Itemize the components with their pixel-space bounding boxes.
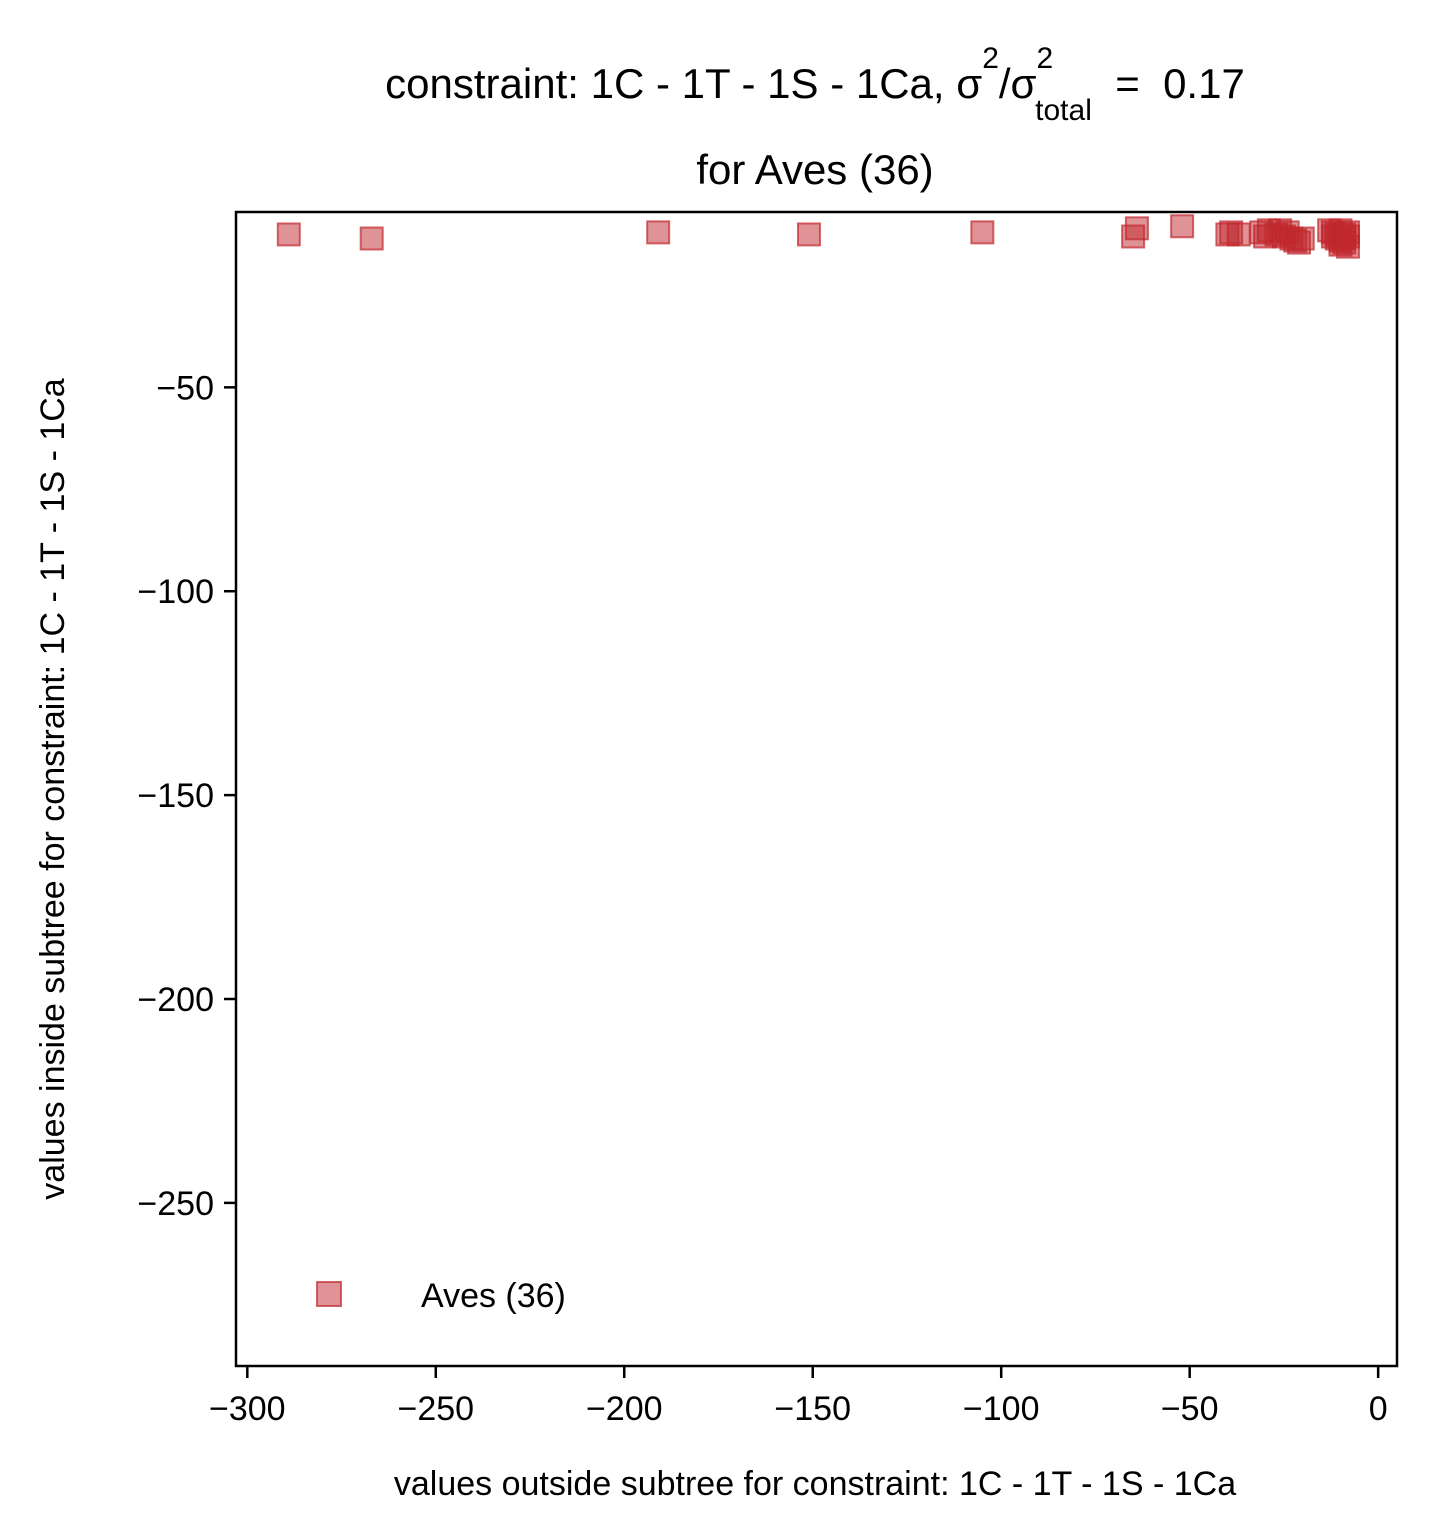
data-point xyxy=(359,226,384,251)
data-point xyxy=(796,222,821,247)
title-mid-text: /σ xyxy=(999,60,1037,107)
y-tick-label: −100 xyxy=(137,573,214,611)
y-tick-label: −200 xyxy=(137,981,214,1019)
x-tick-label: −250 xyxy=(397,1390,474,1428)
data-point xyxy=(276,222,301,247)
x-tick-label: −100 xyxy=(963,1390,1040,1428)
y-axis-label: values inside subtree for constraint: 1C… xyxy=(34,378,72,1200)
title-end-text: = 0.17 xyxy=(1092,60,1245,107)
x-tick-label: −300 xyxy=(209,1390,286,1428)
y-tick-label: −250 xyxy=(137,1185,214,1223)
legend-marker xyxy=(316,1281,342,1307)
title-sup-2: 2 xyxy=(1036,42,1053,75)
chart-title-line1: constraint: 1C - 1T - 1S - 1Ca, σ2/σ2 tot… xyxy=(385,42,1245,127)
data-point xyxy=(970,220,995,245)
data-points xyxy=(276,214,1360,259)
x-tick-label: 0 xyxy=(1369,1390,1388,1428)
legend: Aves (36) xyxy=(316,1277,566,1315)
data-point xyxy=(646,220,671,245)
x-axis-ticks: −300 −250 −200 −150 −100 −50 0 xyxy=(209,1366,1388,1428)
x-axis-label: values outside subtree for constraint: 1… xyxy=(394,1465,1236,1503)
chart-title-line2: for Aves (36) xyxy=(696,146,933,193)
x-tick-label: −50 xyxy=(1161,1390,1219,1428)
data-point xyxy=(1124,216,1149,241)
data-point xyxy=(1226,222,1251,247)
plot-area-frame xyxy=(234,210,1399,1368)
y-tick-label: −50 xyxy=(156,369,214,407)
title-sup-1: 2 xyxy=(982,42,999,75)
y-axis-ticks: −50 −100 −150 −200 −250 xyxy=(137,369,236,1223)
title-main-text: constraint: 1C - 1T - 1S - 1Ca, σ xyxy=(385,60,982,107)
x-tick-label: −200 xyxy=(586,1390,663,1428)
legend-label: Aves (36) xyxy=(421,1277,566,1315)
data-point xyxy=(1290,226,1315,251)
title-sub-total: total xyxy=(1035,94,1092,127)
x-tick-label: −150 xyxy=(774,1390,851,1428)
y-tick-label: −150 xyxy=(137,777,214,815)
data-point xyxy=(1335,234,1360,259)
data-point xyxy=(1170,214,1195,239)
